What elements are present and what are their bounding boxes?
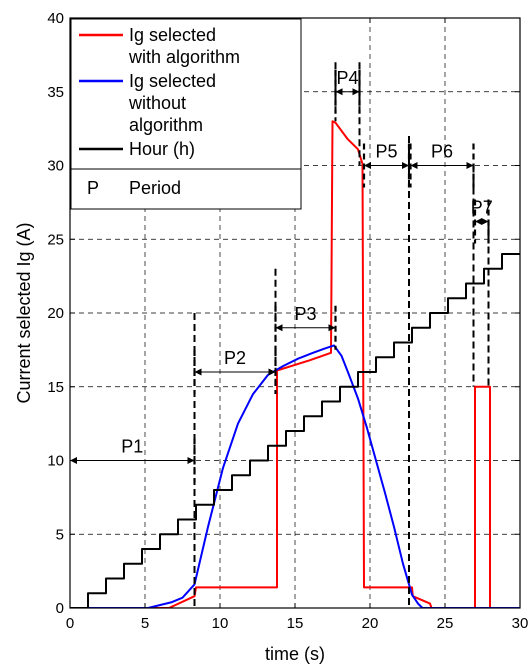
x-tick-label: 15 [287, 615, 304, 632]
period-arrow-head [275, 324, 283, 332]
period-label: P6 [431, 142, 453, 162]
series-line-2 [70, 344, 520, 608]
y-tick-label: 15 [47, 379, 64, 396]
period-annotations: P1 P2 P3 P4 P5 P6 P7 [70, 62, 493, 608]
y-tick-label: 40 [47, 10, 64, 27]
legend-label-2: without [128, 93, 186, 113]
plot-series-group [70, 120, 520, 608]
period-arrow-head [328, 324, 336, 332]
y-tick-label: 35 [47, 84, 64, 101]
period-label: P7 [471, 198, 493, 218]
period-arrow-head [187, 457, 195, 464]
period-arrow-head [352, 88, 360, 96]
x-tick-label: 5 [141, 615, 149, 632]
period-arrow-head [194, 368, 202, 376]
series-line-1 [70, 120, 520, 608]
period-arrow-head [268, 368, 276, 376]
period-arrow-head [466, 162, 474, 169]
axis-ticks: 0 5 10 15 20 25 30 0 5 10 15 20 25 30 35 40 [47, 10, 528, 632]
y-tick-label: 10 [47, 453, 64, 470]
legend-label-1: with algorithm [128, 47, 240, 67]
legend-label-2: Ig selected [129, 71, 216, 91]
period-arrow-head [475, 218, 482, 226]
y-tick-label: 25 [47, 231, 64, 248]
x-tick-label: 10 [212, 615, 229, 632]
y-tick-label: 0 [56, 600, 64, 617]
x-axis-label: time (s) [265, 644, 325, 664]
legend-label-1: Ig selected [129, 25, 216, 45]
period-arrow-head [410, 162, 418, 169]
series-line-3 [70, 253, 520, 608]
period-label: P3 [294, 304, 316, 324]
y-tick-label: 20 [47, 305, 64, 322]
legend-period-symbol: P [87, 178, 99, 198]
x-tick-label: 20 [362, 615, 379, 632]
x-tick-label: 30 [512, 615, 529, 632]
y-tick-label: 5 [56, 526, 64, 543]
x-tick-label: 0 [66, 615, 74, 632]
legend-label-3: Hour (h) [129, 139, 195, 159]
period-label: P5 [375, 142, 397, 162]
period-arrow-head [364, 162, 371, 169]
period-arrow-head [335, 88, 343, 96]
period-arrow-head [402, 162, 409, 169]
legend-period-label: Period [129, 178, 181, 198]
period-label: P1 [121, 437, 143, 457]
period-label: P2 [224, 348, 246, 368]
period-label: P4 [336, 68, 358, 88]
legend-label-2: algorithm [129, 115, 203, 135]
y-axis-label: Current selected Ig (A) [14, 222, 34, 403]
y-tick-label: 30 [47, 158, 64, 175]
legend-box [70, 18, 302, 210]
x-tick-label: 25 [437, 615, 454, 632]
period-arrow-head [481, 218, 489, 226]
